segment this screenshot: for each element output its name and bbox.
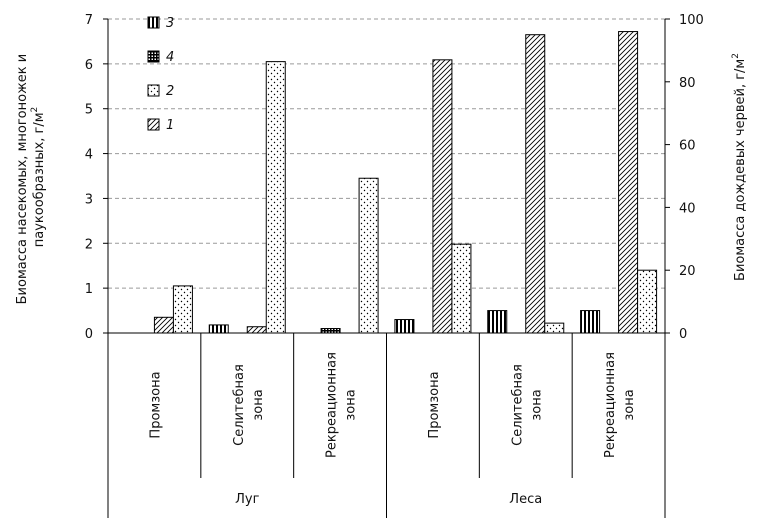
left-axis-ticks: 0 1 2 3 4 5 6 7 (85, 13, 108, 342)
legend-swatch (147, 84, 160, 97)
left-tick-label: 2 (85, 237, 93, 252)
right-axis-ticks: 0 20 40 60 80 100 (665, 13, 704, 342)
left-tick-label: 1 (85, 282, 93, 297)
bar-series-2 (637, 269, 658, 334)
bar-series-3 (208, 324, 229, 334)
bar-series-3 (580, 310, 601, 334)
right-tick-label: 0 (679, 327, 687, 342)
group-label: Луг (235, 492, 259, 507)
left-tick-label: 7 (85, 13, 93, 28)
category-table: Промзона Селитебная зона Рекреационная зона П… (107, 333, 666, 518)
legend-label: 1 (166, 118, 174, 133)
bar-series-2 (172, 285, 193, 334)
left-tick-label: 5 (85, 103, 93, 118)
left-axis-title: Биомасса насекомых, многоножек и паукооб… (15, 50, 47, 305)
right-tick-label: 80 (679, 76, 696, 91)
legend-swatch (147, 50, 160, 63)
legend: 3 4 2 1 (147, 16, 174, 133)
right-tick-label: 100 (679, 13, 704, 28)
left-tick-label: 0 (85, 327, 93, 342)
legend-label: 3 (166, 16, 174, 31)
legend-item: 3 (147, 16, 174, 31)
bar-series-4 (320, 328, 341, 334)
legend-label: 4 (166, 50, 174, 65)
bar-series-2 (451, 243, 472, 334)
bar-series-1 (246, 326, 267, 334)
right-axis-title: Биомасса дождевых червей, г/м2 (731, 53, 748, 281)
legend-item: 4 (147, 50, 174, 65)
right-tick-label: 60 (679, 139, 696, 154)
category-label: Промзона (148, 371, 163, 438)
bar-series-1 (618, 31, 639, 334)
bar-series-2 (544, 322, 565, 334)
left-tick-label: 4 (85, 148, 93, 163)
bar-series-2 (358, 177, 379, 334)
left-tick-label: 3 (85, 192, 93, 207)
bar-series-3 (487, 310, 508, 334)
bars (153, 31, 658, 334)
category-label: Селитебная зона (232, 364, 266, 446)
left-tick-label: 6 (85, 58, 93, 73)
category-label: Селитебная зона (510, 364, 544, 446)
legend-label: 2 (166, 84, 174, 99)
bar-series-3 (394, 319, 415, 334)
gridlines (108, 18, 665, 289)
category-label: Рекреационная зона (325, 352, 359, 458)
right-tick-label: 40 (679, 201, 696, 216)
category-label: Промзона (427, 371, 442, 438)
bar-series-1 (525, 34, 546, 334)
right-tick-label: 20 (679, 264, 696, 279)
legend-swatch (147, 118, 160, 131)
legend-item: 1 (147, 118, 174, 133)
bar-series-2 (265, 61, 286, 334)
legend-item: 2 (147, 84, 174, 99)
category-label: Рекреационная зона (603, 352, 637, 458)
bar-series-1 (153, 316, 174, 334)
bar-series-1 (432, 59, 453, 334)
group-label: Леса (509, 492, 542, 507)
legend-swatch (147, 16, 160, 29)
